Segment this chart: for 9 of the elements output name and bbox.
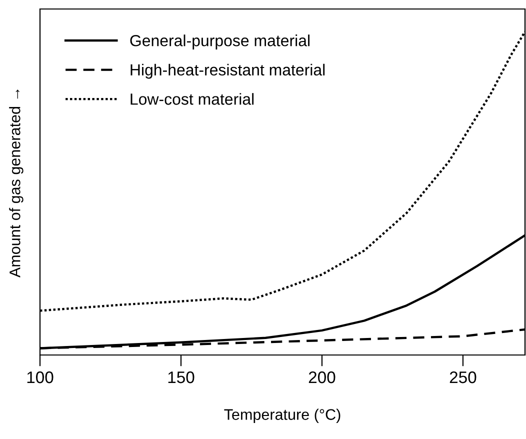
- x-tick-label: 150: [168, 371, 194, 384]
- x-tick-label: 200: [308, 371, 336, 384]
- legend-label: High-heat-resistant material: [130, 64, 325, 79]
- x-tick-label: 100: [27, 371, 54, 384]
- legend-label: Low-cost material: [130, 93, 254, 105]
- x-tick-label: 250: [450, 371, 476, 384]
- y-axis-title: Amount of gas generated →: [9, 90, 24, 278]
- legend-label: General-purpose material: [130, 34, 310, 50]
- x-axis-title: Temperature (°C): [224, 408, 340, 423]
